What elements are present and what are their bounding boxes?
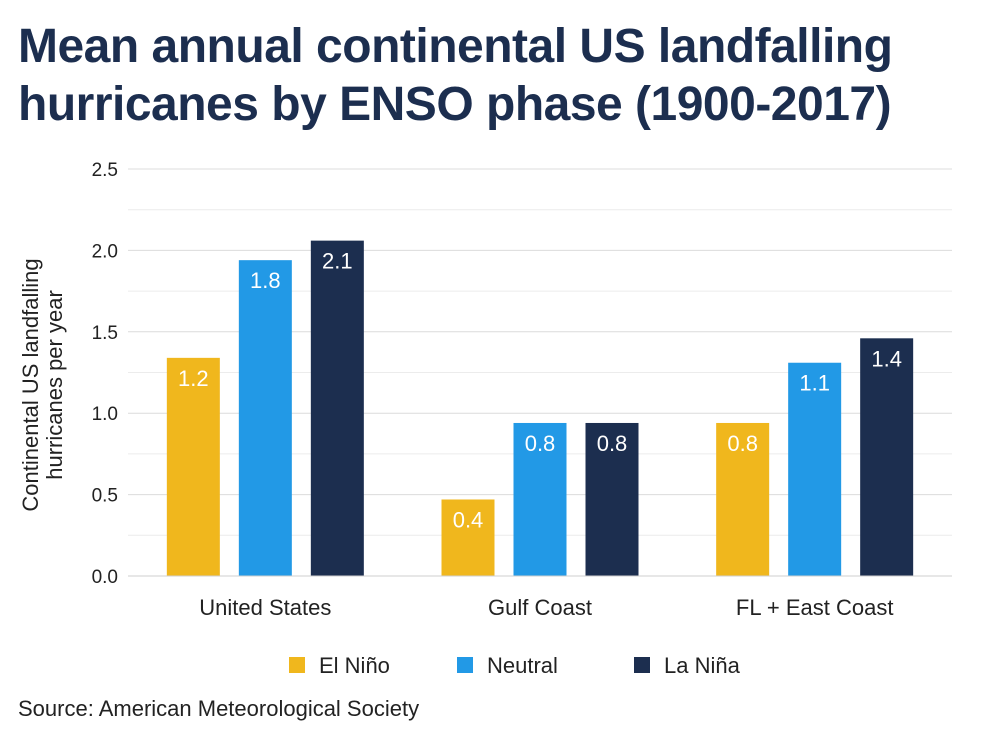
legend-label: La Niña xyxy=(664,653,741,678)
bar-data-label: 1.2 xyxy=(178,366,209,391)
bar xyxy=(238,260,292,576)
legend-label: El Niño xyxy=(319,653,390,678)
y-axis-title: Continental US landfallinghurricanes per… xyxy=(18,258,67,511)
source-note: Source: American Meteorological Society xyxy=(18,696,420,721)
bar xyxy=(513,422,567,576)
y-tick-label: 1.0 xyxy=(92,404,118,425)
legend: El Niño Neutral La Niña xyxy=(289,653,741,678)
bar-data-label: 0.8 xyxy=(727,431,758,456)
x-category-label: FL + East Coast xyxy=(736,595,894,620)
y-tick-label: 1.5 xyxy=(92,323,118,344)
bar-data-label: 0.4 xyxy=(453,507,484,532)
legend-swatch xyxy=(457,657,473,673)
bar xyxy=(310,240,364,576)
bar xyxy=(166,357,220,576)
x-axis: United States Gulf Coast FL + East Coast xyxy=(128,575,952,620)
y-tick-label: 2.5 xyxy=(92,160,118,181)
bar xyxy=(441,499,495,576)
bar-data-label: 1.4 xyxy=(871,346,902,371)
y-tick-label: 0.5 xyxy=(92,486,118,507)
bar-data-label: 1.8 xyxy=(250,268,281,293)
bar-data-label: 0.8 xyxy=(525,431,556,456)
y-axis-title-line: hurricanes per year xyxy=(42,290,67,480)
y-axis: 0.0 0.5 1.0 1.5 2.0 2.5 xyxy=(92,160,118,588)
y-tick-label: 0.0 xyxy=(92,567,118,588)
x-category-label: United States xyxy=(199,595,331,620)
chart-title: Mean annual continental US landfalling h… xyxy=(18,20,893,131)
bar xyxy=(788,362,842,576)
legend-label: Neutral xyxy=(487,653,558,678)
bar xyxy=(860,338,914,576)
y-axis-label: Continental US landfallinghurricanes per… xyxy=(18,258,67,511)
bar-data-label: 0.8 xyxy=(597,431,628,456)
bar-data-label: 2.1 xyxy=(322,249,353,274)
y-axis-title-line: Continental US landfalling xyxy=(18,258,43,511)
legend-swatch xyxy=(634,657,650,673)
bar xyxy=(585,422,639,576)
bar-data-label: 1.1 xyxy=(799,371,830,396)
x-category-label: Gulf Coast xyxy=(488,595,592,620)
y-tick-label: 2.0 xyxy=(92,241,118,262)
legend-swatch xyxy=(289,657,305,673)
bars: 1.2 1.8 2.1 0.4 0.8 0.8 0.8 1.1 1.4 xyxy=(166,240,914,576)
bar xyxy=(716,422,770,576)
